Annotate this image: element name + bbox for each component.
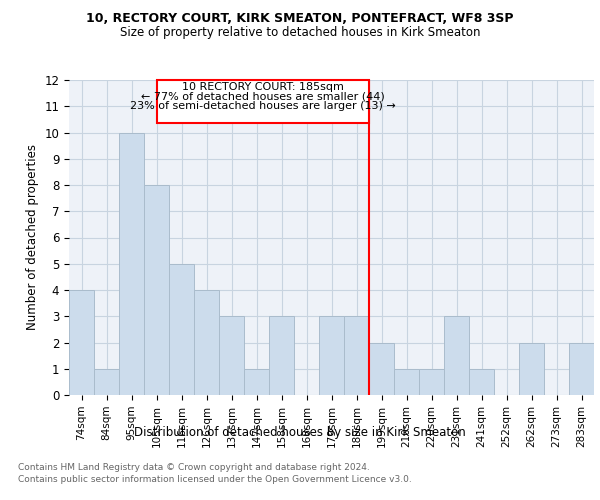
Text: 23% of semi-detached houses are larger (13) →: 23% of semi-detached houses are larger (… xyxy=(130,100,395,110)
Bar xyxy=(169,264,194,395)
Bar xyxy=(69,290,94,395)
Bar xyxy=(119,132,144,395)
Bar xyxy=(369,342,394,395)
Bar xyxy=(94,369,119,395)
Y-axis label: Number of detached properties: Number of detached properties xyxy=(26,144,39,330)
Bar xyxy=(344,316,369,395)
Text: Contains HM Land Registry data © Crown copyright and database right 2024.: Contains HM Land Registry data © Crown c… xyxy=(18,463,370,472)
Bar xyxy=(519,342,544,395)
Bar xyxy=(444,316,469,395)
Bar xyxy=(419,369,444,395)
Text: Size of property relative to detached houses in Kirk Smeaton: Size of property relative to detached ho… xyxy=(120,26,480,39)
Bar xyxy=(569,342,594,395)
Bar xyxy=(244,369,269,395)
Text: 10 RECTORY COURT: 185sqm: 10 RECTORY COURT: 185sqm xyxy=(182,82,344,92)
Bar xyxy=(194,290,219,395)
Bar xyxy=(319,316,344,395)
Bar xyxy=(219,316,244,395)
Bar xyxy=(144,185,169,395)
Bar xyxy=(269,316,294,395)
Text: 10, RECTORY COURT, KIRK SMEATON, PONTEFRACT, WF8 3SP: 10, RECTORY COURT, KIRK SMEATON, PONTEFR… xyxy=(86,12,514,25)
Text: Distribution of detached houses by size in Kirk Smeaton: Distribution of detached houses by size … xyxy=(134,426,466,439)
Bar xyxy=(469,369,494,395)
Text: ← 77% of detached houses are smaller (44): ← 77% of detached houses are smaller (44… xyxy=(141,92,385,102)
Text: Contains public sector information licensed under the Open Government Licence v3: Contains public sector information licen… xyxy=(18,474,412,484)
Bar xyxy=(394,369,419,395)
